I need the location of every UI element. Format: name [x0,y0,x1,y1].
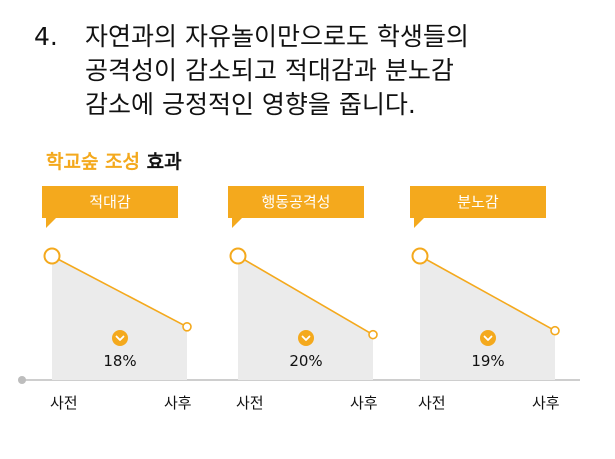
chart-title: 행동공격성 [261,193,331,211]
x-tick-label-before: 사전 [50,394,78,412]
data-point-after [182,322,192,332]
heading-line-1: 자연과의 자유놀이만으로도 학생들의 [85,22,469,51]
x-tick-label-before: 사전 [236,394,264,412]
chevron-down-icon [298,330,314,346]
series-line [237,255,374,336]
section-subtitle: 학교숲 조성 효과 [46,147,182,174]
chevron-glyph [115,335,125,341]
axis-start-dot [18,376,26,384]
x-tick-label-before: 사전 [418,394,446,412]
x-tick-label-after: 사후 [164,394,192,412]
data-point-after [550,325,560,336]
title-banner-shape [228,186,364,228]
chevron-circle [298,330,314,346]
chevron-glyph [301,335,311,341]
subtitle-accent: 학교숲 조성 [46,151,141,173]
title-banner-fill [410,186,546,228]
series-area [52,256,187,380]
title-banner-shape [410,186,546,228]
chart-svg-1 [43,247,192,380]
chart-panel-2: 행동공격성 20% [228,186,378,380]
chart-svg-3 [411,247,560,380]
chart-title: 적대감 [89,193,131,211]
x-tick-label-after: 사후 [532,394,560,412]
chart-panel-3: 분노감 19% [410,186,560,380]
change-label: 19% [471,352,505,370]
change-label: 18% [103,352,137,370]
data-point-before [411,247,429,265]
series-line [419,255,556,332]
chart-panel-1: 적대감 18% [42,186,192,380]
chevron-down-icon [112,330,128,346]
chart-svg-2 [229,247,378,380]
chevron-down-icon [480,330,496,346]
series-line [51,255,188,328]
series-area [238,256,373,380]
subtitle-plain: 효과 [146,151,182,173]
heading-line-3: 감소에 긍정적인 영향을 줍니다. [85,90,416,119]
change-label: 20% [289,352,323,370]
heading-line-2: 공격성이 감소되고 적대감과 분노감 [85,56,454,85]
chevron-glyph [483,335,493,341]
data-point-after [368,329,378,340]
title-banner-fill [42,186,178,228]
chevron-circle [480,330,496,346]
x-tick-label-after: 사후 [350,394,378,412]
title-banner-fill [228,186,364,228]
heading-number: 4. [34,22,58,51]
chevron-circle [112,330,128,346]
chart-title: 분노감 [457,193,499,211]
series-area [420,256,555,380]
title-banner-shape [42,186,178,228]
data-point-before [229,247,247,265]
data-point-before [43,247,61,265]
